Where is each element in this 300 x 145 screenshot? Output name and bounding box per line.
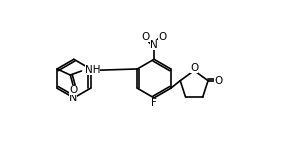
Text: N: N — [69, 93, 77, 103]
Text: O: O — [69, 85, 77, 95]
Text: F: F — [151, 98, 157, 108]
Text: O: O — [141, 32, 150, 41]
Text: N: N — [150, 40, 158, 50]
Text: NH: NH — [85, 65, 100, 75]
Text: O: O — [190, 63, 198, 73]
Text: O: O — [158, 32, 167, 41]
Text: O: O — [214, 76, 222, 86]
